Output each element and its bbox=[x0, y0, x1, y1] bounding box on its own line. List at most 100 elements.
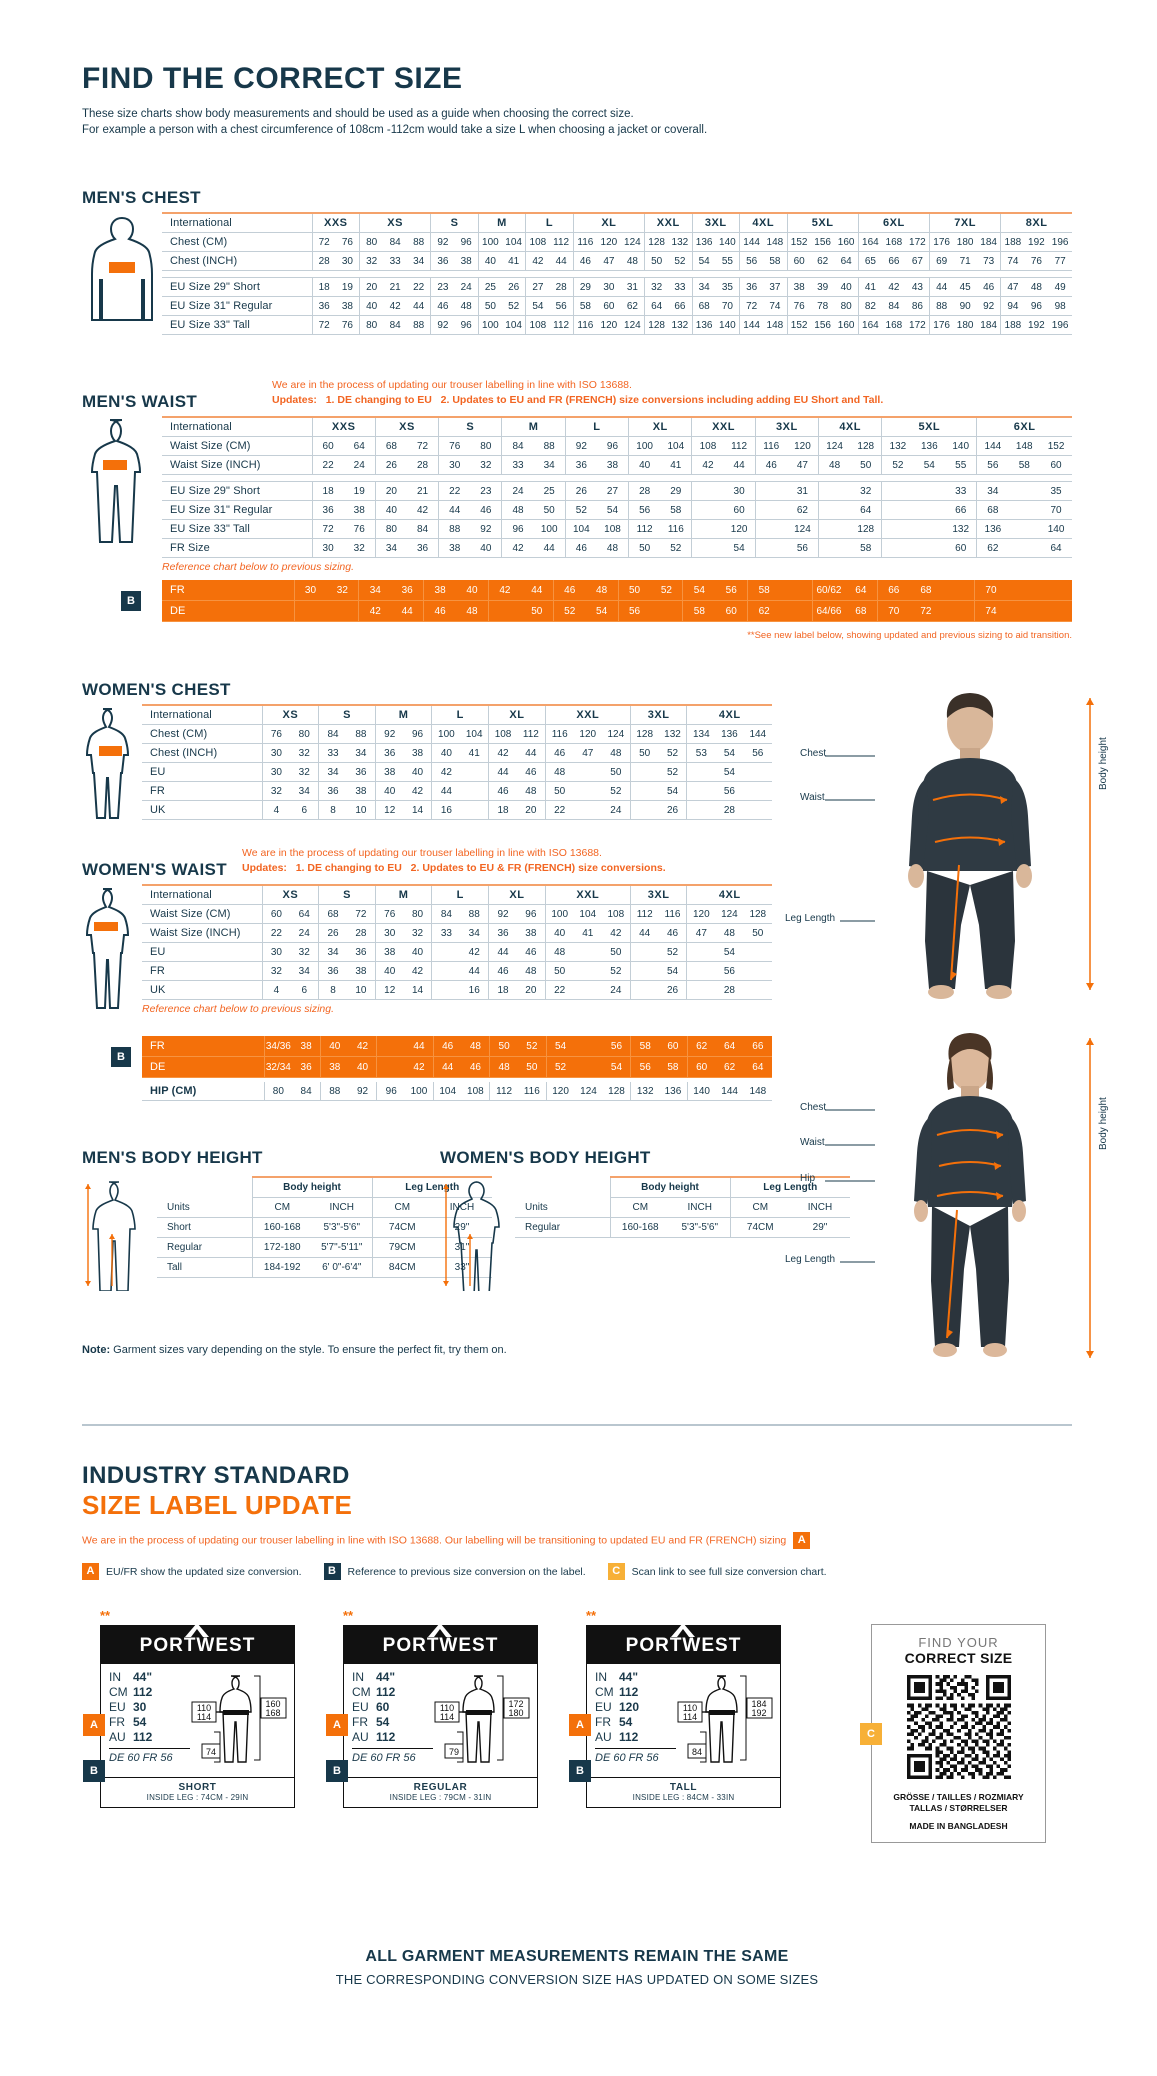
cell: 24 bbox=[601, 800, 631, 820]
cell: 45 bbox=[953, 277, 977, 297]
cell: 124 bbox=[715, 904, 744, 924]
cell: 72 bbox=[311, 232, 336, 252]
cell bbox=[686, 961, 716, 981]
cell: 168 bbox=[882, 315, 906, 335]
qr-code-image[interactable] bbox=[878, 1675, 1039, 1784]
male-standing-figure bbox=[82, 1176, 157, 1296]
ref-cell: 34 bbox=[358, 580, 392, 601]
label-unit-key: FR bbox=[109, 1715, 125, 1729]
cell: 88 bbox=[533, 436, 566, 456]
cell: 42 bbox=[601, 923, 631, 943]
promo-legend: A EU/FR show the updated size conversion… bbox=[82, 1563, 1072, 1580]
womens-chest-table: International XS S M L XL XXL 3XL 4XL Chest (CM) 7… bbox=[142, 704, 772, 820]
cell bbox=[629, 961, 659, 981]
cell: 120 bbox=[686, 904, 716, 924]
womens-waist-update-2: 2. Updates to EU & FR (FRENCH) size conv… bbox=[410, 862, 666, 874]
cell: 28 bbox=[549, 277, 574, 297]
col-header-size: L bbox=[564, 416, 629, 437]
ref-cell: 64 bbox=[715, 1036, 744, 1057]
product-label: ** PORTWEST IN 44" CM 112 EU 60 FR 54 AU 112 DE 60 F… bbox=[326, 1608, 538, 1808]
cell bbox=[754, 538, 787, 558]
cell: 26 bbox=[564, 481, 597, 501]
cell: 144 bbox=[976, 436, 1009, 456]
qr-code-icon[interactable] bbox=[906, 1675, 1011, 1779]
label-measurement-row: CM 112 bbox=[595, 1685, 676, 1700]
cell: 136 bbox=[691, 232, 716, 252]
svg-text:74: 74 bbox=[206, 1747, 216, 1757]
cell: 116 bbox=[572, 315, 597, 335]
label-previous-sizing: DE 60 FR 56 bbox=[595, 1748, 676, 1766]
cell: 68 bbox=[374, 436, 407, 456]
cell: 22 bbox=[311, 455, 344, 475]
cell: 52 bbox=[564, 500, 597, 520]
cell: 24 bbox=[454, 277, 479, 297]
womens-waist-table-row: International XS S M L XL XXL 3XL 4XL Waist Size … bbox=[82, 884, 772, 1015]
ref-cell: 38 bbox=[423, 580, 457, 601]
ref-cell bbox=[326, 600, 359, 622]
cell: 38 bbox=[335, 296, 360, 316]
cell: 10 bbox=[346, 800, 376, 820]
label-fit-name: REGULAR bbox=[413, 1782, 468, 1793]
mens-chest-title: MEN'S CHEST bbox=[82, 188, 201, 207]
cell: 30 bbox=[335, 251, 360, 271]
qr-card[interactable]: FIND YOUR CORRECT SIZE bbox=[871, 1624, 1046, 1843]
cell: 33 bbox=[383, 251, 407, 271]
cell: 132 bbox=[630, 1082, 660, 1101]
ref-cell bbox=[376, 1036, 406, 1057]
table-row: EU 30 32 34 36 38 40 42 44 46 48 50 52 54 bbox=[142, 942, 772, 962]
cell: 134 bbox=[686, 724, 716, 744]
cell: 48 bbox=[620, 251, 645, 271]
bh-row-label: Tall bbox=[157, 1257, 252, 1278]
bh-sub-header: INCH bbox=[790, 1197, 850, 1218]
label-diagram: 110 114 172 180 79 bbox=[433, 1670, 531, 1775]
svg-text:114: 114 bbox=[683, 1712, 697, 1722]
table-row: Chest (CM) 72 76 80 84 88 92 96 100 104 108 112 116 1… bbox=[162, 232, 1072, 252]
cell: 132 bbox=[658, 724, 687, 744]
cell: 92 bbox=[430, 232, 455, 252]
female-model-photo bbox=[855, 1030, 1085, 1360]
label-measurement-row: FR 54 bbox=[595, 1715, 676, 1730]
cell: 46 bbox=[572, 251, 597, 271]
cell: 40 bbox=[544, 923, 574, 943]
cell: 18 bbox=[311, 277, 336, 297]
cell: 60 bbox=[311, 436, 344, 456]
cell: 42 bbox=[488, 743, 517, 763]
womens-waist-update-1: 1. DE changing to EU bbox=[295, 862, 402, 874]
bh-sub-header: INCH bbox=[312, 1197, 372, 1218]
col-header-size: M bbox=[477, 212, 526, 233]
cell: 52 bbox=[881, 455, 914, 475]
cell: 136 bbox=[976, 519, 1009, 539]
cell: 54 bbox=[715, 942, 744, 962]
col-header-size: 7XL bbox=[928, 212, 1001, 233]
cell: 78 bbox=[810, 296, 835, 316]
table-row: UK 4 6 8 10 12 14 16 18 20 22 24 26 28 bbox=[142, 800, 772, 820]
cell: 28 bbox=[406, 455, 439, 475]
cell: 76 bbox=[261, 724, 291, 744]
cell: 184 bbox=[977, 315, 1001, 335]
ref-cell bbox=[574, 1056, 603, 1078]
cell: 34 bbox=[407, 251, 431, 271]
ref-cell bbox=[650, 600, 683, 622]
legend-item-b: B Reference to previous size conversion … bbox=[323, 1563, 586, 1580]
cell: 46 bbox=[564, 538, 597, 558]
cell: 144 bbox=[739, 232, 764, 252]
cell: 112 bbox=[628, 519, 661, 539]
cell: 28 bbox=[346, 923, 376, 943]
cell: 56 bbox=[628, 500, 661, 520]
cell: 44 bbox=[549, 251, 574, 271]
ref-cell: 46 bbox=[552, 580, 586, 601]
ref-cell bbox=[942, 580, 975, 601]
cell: 148 bbox=[763, 232, 787, 252]
col-header-size: XL bbox=[488, 704, 546, 725]
label-unit-value: 54 bbox=[133, 1715, 147, 1729]
cell bbox=[743, 961, 772, 981]
cell: 19 bbox=[335, 277, 360, 297]
male-label-waist: Waist bbox=[800, 792, 825, 803]
cell: 124 bbox=[620, 232, 645, 252]
col-header-size: 4XL bbox=[739, 212, 787, 233]
cell: 124 bbox=[818, 436, 851, 456]
callout-leader-lines bbox=[825, 755, 875, 1263]
cell bbox=[573, 942, 602, 962]
cell: 44 bbox=[533, 538, 566, 558]
